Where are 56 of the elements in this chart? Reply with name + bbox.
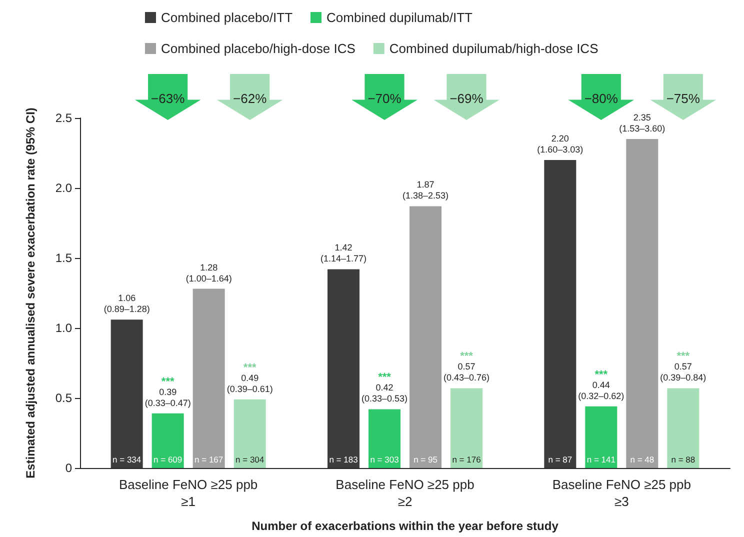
x-tick-label: Baseline FeNO ≥25 ppb ≥3 — [552, 477, 692, 509]
annotation: n = 334 — [112, 454, 142, 464]
bar — [544, 160, 576, 468]
bar — [110, 320, 143, 468]
bar — [234, 399, 266, 468]
bar — [328, 269, 360, 468]
bar — [152, 413, 184, 468]
annotation: n = 176 — [452, 454, 482, 464]
annotation: n = 167 — [194, 454, 224, 464]
bar — [192, 288, 225, 468]
x-axis-title: Number of exacerbations within the year before study — [252, 519, 559, 533]
annotation: *** — [460, 350, 474, 363]
data-label: 1.42 (1.14–1.77) — [320, 242, 367, 264]
legend-label: Combined dupilumab/ITT — [326, 10, 473, 25]
data-label: 1.87 (1.38–2.53) — [402, 180, 449, 201]
annotation: *** — [161, 376, 175, 388]
data-label: 0.49 (0.39–0.61) — [226, 372, 273, 394]
annotation: n = 304 — [236, 454, 264, 464]
x-tick-label: Baseline FeNO ≥25 ppb ≥2 — [336, 477, 474, 509]
annotation: n = 609 — [154, 454, 182, 464]
legend-label: Combined placebo/ITT — [161, 10, 293, 25]
data-label: 0.57 (0.39–0.84) — [660, 362, 706, 383]
bar — [667, 388, 700, 468]
annotation: n = 141 — [586, 454, 616, 464]
bar — [368, 409, 400, 468]
bar — [585, 406, 618, 468]
data-label: 0.39 (0.33–0.47) — [144, 386, 191, 408]
annotation: n = 183 — [329, 454, 358, 464]
legend-label: Combined placebo/high-dose ICS — [161, 41, 356, 56]
annotation: n = 303 — [370, 454, 400, 464]
bar — [626, 139, 658, 468]
y-tick-label: 0.5 — [55, 391, 72, 405]
y-tick-label: 1.5 — [55, 251, 72, 265]
y-tick-label: 2.0 — [55, 181, 72, 195]
annotation: *** — [378, 372, 392, 384]
annotation: *** — [594, 368, 608, 381]
y-axis-title: Estimated adjusted annualised severe exacerbation rate (95% CI) — [24, 108, 38, 478]
data-label: 2.20 (1.60–3.03) — [537, 134, 584, 154]
x-tick-label: Baseline FeNO ≥25 ppb ≥1 — [118, 477, 258, 509]
annotation: *** — [243, 362, 257, 374]
y-tick-label: 2.5 — [55, 111, 72, 125]
y-tick-label: 0 — [65, 461, 72, 475]
data-label: 1.06 (0.89–1.28) — [104, 293, 150, 314]
annotation: *** — [676, 350, 690, 363]
data-label: 1.28 (1.00–1.64) — [186, 262, 232, 284]
bar — [410, 206, 442, 468]
annotation: n = 48 — [630, 454, 654, 464]
annotation: n = 95 — [414, 454, 438, 464]
bar — [450, 388, 482, 468]
data-label: 0.42 (0.33–0.53) — [361, 382, 408, 404]
annotation: n = 88 — [671, 454, 696, 464]
legend-label: Combined dupilumab/high-dose ICS — [389, 41, 599, 56]
annotation: n = 87 — [548, 454, 572, 464]
data-label: 0.57 (0.43–0.76) — [443, 362, 490, 383]
data-label: 0.44 (0.32–0.62) — [578, 380, 624, 401]
y-tick-label: 1.0 — [55, 321, 72, 335]
